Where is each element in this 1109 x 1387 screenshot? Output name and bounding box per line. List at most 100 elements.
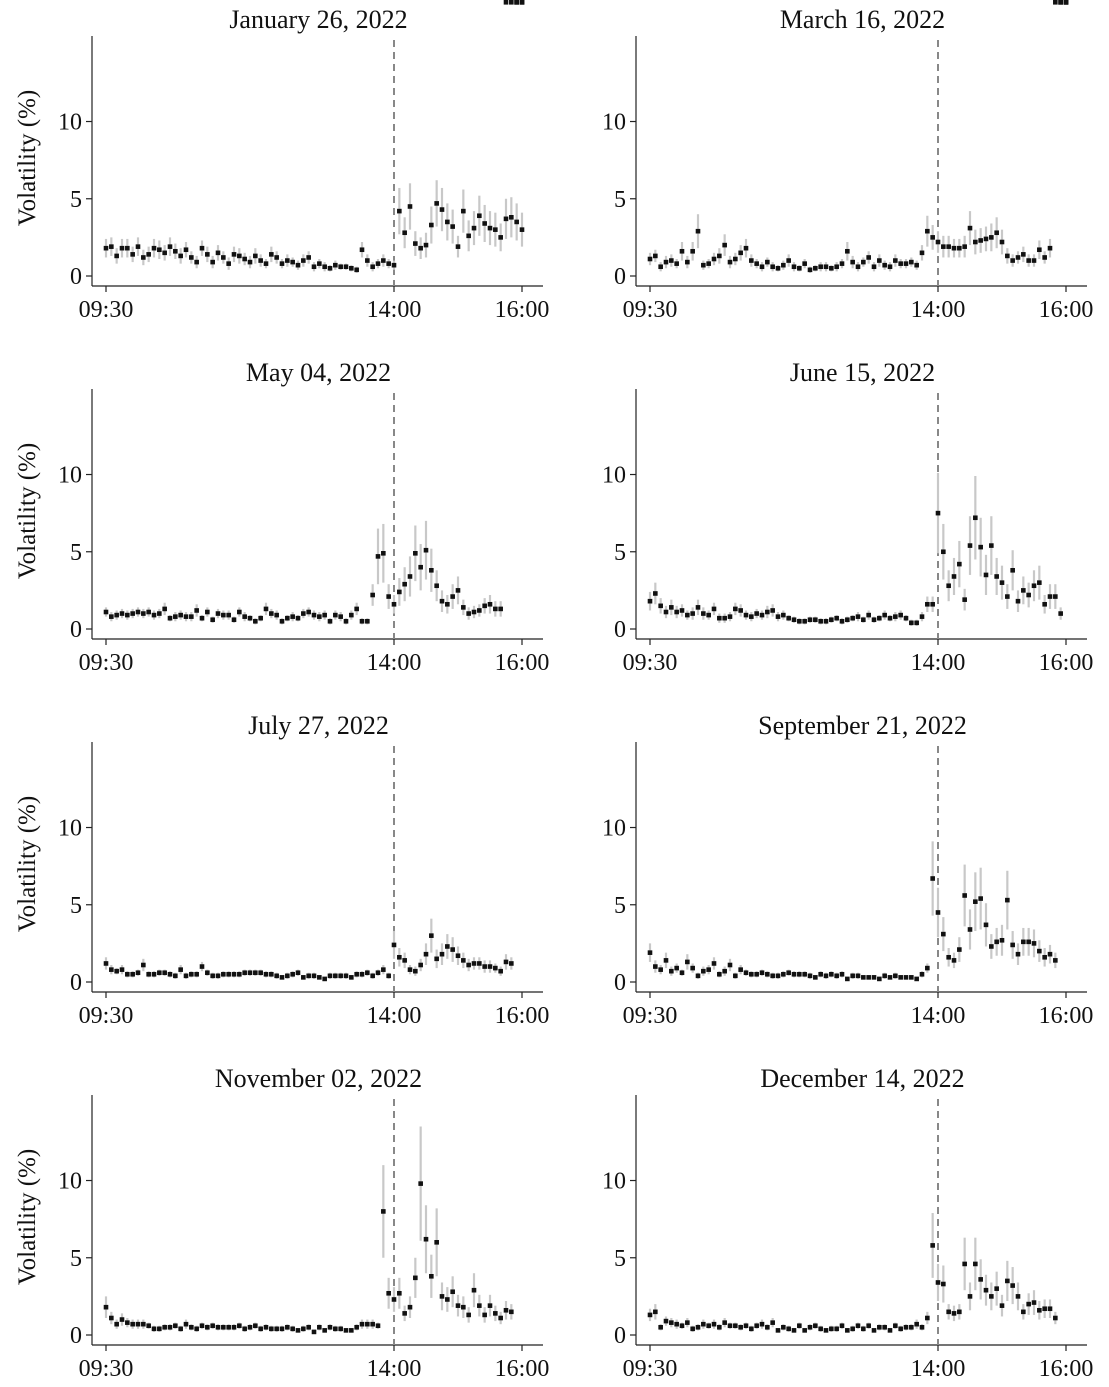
data-point — [893, 614, 898, 619]
data-point — [311, 612, 317, 618]
data-point — [781, 262, 786, 268]
data-point — [130, 971, 135, 977]
data-point — [439, 951, 445, 957]
data-point — [823, 618, 829, 624]
x-tick-label: 09:30 — [79, 1356, 134, 1382]
data-point — [839, 971, 845, 977]
data-point — [727, 614, 733, 619]
y-tick-label: 5 — [70, 1246, 82, 1272]
data-point — [738, 608, 743, 613]
data-point — [983, 1287, 989, 1293]
data-point — [434, 956, 439, 962]
data-point — [231, 1324, 237, 1330]
data-point — [189, 614, 194, 619]
data-point — [823, 264, 829, 270]
y-tick-label: 5 — [70, 540, 82, 566]
data-point — [461, 958, 466, 963]
data-point — [946, 244, 951, 249]
data-point — [717, 1324, 722, 1330]
data-point — [295, 262, 301, 268]
data-point — [685, 259, 690, 265]
data-point — [711, 961, 717, 966]
data-point — [807, 267, 813, 273]
data-point — [797, 265, 802, 271]
data-point — [669, 605, 674, 610]
data-point — [343, 1328, 349, 1333]
data-point — [957, 947, 962, 952]
data-point — [269, 971, 274, 977]
data-point — [429, 1273, 434, 1279]
data-point — [429, 567, 434, 573]
data-point — [514, 219, 519, 225]
data-point — [226, 261, 231, 266]
data-point — [381, 551, 386, 556]
data-point — [285, 1324, 290, 1330]
data-point — [775, 614, 781, 619]
data-point — [823, 1328, 829, 1333]
data-point — [813, 1323, 818, 1329]
data-point — [690, 248, 695, 254]
data-point — [898, 261, 903, 266]
data-point — [845, 617, 850, 623]
data-point — [173, 1323, 178, 1329]
data-point — [882, 262, 887, 268]
data-point — [957, 561, 962, 567]
data-point — [146, 252, 151, 257]
data-point — [743, 970, 749, 976]
data-point — [215, 1324, 221, 1330]
data-point — [1010, 567, 1015, 573]
data-point — [1058, 611, 1063, 616]
data-point — [674, 609, 679, 615]
data-point — [263, 971, 269, 977]
data-point — [1042, 601, 1047, 607]
x-tick-label: 14:00 — [367, 1003, 422, 1029]
data-point — [807, 617, 813, 623]
data-point — [909, 1324, 914, 1330]
data-point — [418, 564, 423, 570]
data-point — [167, 615, 173, 621]
data-point — [994, 230, 999, 236]
data-point — [450, 1289, 455, 1295]
data-point — [813, 975, 818, 980]
data-point — [349, 975, 354, 980]
data-point — [429, 933, 434, 938]
data-point — [194, 608, 199, 613]
data-point — [114, 968, 119, 974]
data-point — [690, 611, 695, 616]
data-point — [482, 1312, 487, 1318]
data-point — [930, 235, 935, 240]
data-point — [754, 1323, 759, 1329]
data-point — [919, 1324, 925, 1330]
data-point — [263, 261, 269, 266]
data-point — [514, 0, 519, 5]
data-point — [1031, 1300, 1037, 1305]
y-tick-label: 10 — [58, 110, 82, 136]
data-point — [999, 239, 1005, 245]
data-point — [1053, 594, 1058, 599]
data-point — [231, 971, 237, 977]
data-point — [370, 592, 375, 598]
data-point — [1026, 939, 1031, 945]
data-point — [674, 1321, 679, 1327]
data-point — [295, 970, 301, 976]
data-point — [813, 265, 818, 271]
data-point — [269, 611, 274, 616]
data-point — [925, 965, 930, 971]
data-point — [215, 611, 221, 616]
data-point — [258, 258, 263, 263]
data-point — [306, 255, 311, 260]
data-point — [855, 264, 861, 270]
data-point — [834, 1326, 839, 1332]
data-point — [679, 608, 685, 613]
data-point — [711, 606, 717, 612]
data-point — [290, 259, 295, 265]
data-point — [402, 581, 407, 587]
data-point — [375, 261, 381, 266]
data-point — [775, 1328, 781, 1333]
data-point — [903, 1324, 909, 1330]
data-point — [103, 245, 109, 251]
data-point — [866, 255, 871, 260]
data-point — [221, 971, 226, 977]
data-point — [941, 1281, 946, 1287]
data-point — [903, 975, 909, 980]
